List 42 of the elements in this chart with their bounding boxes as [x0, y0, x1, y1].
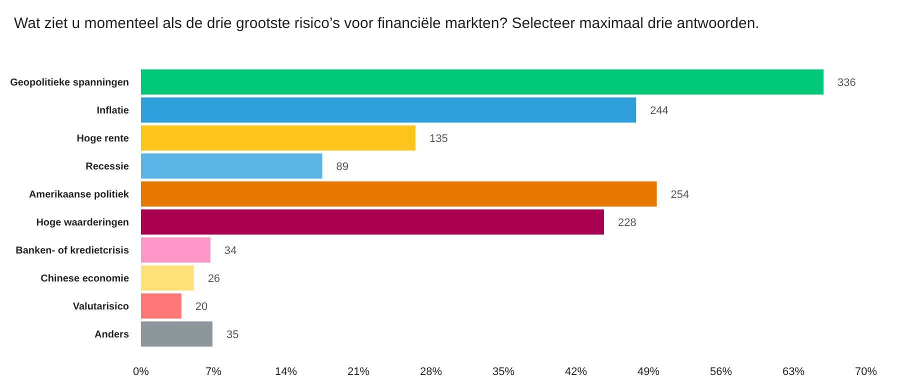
- y-tick-label: Banken- of kredietcrisis: [16, 246, 130, 256]
- y-tick-label: Inflatie: [96, 106, 130, 116]
- annotation: 35: [226, 328, 239, 341]
- x-tick-label: 7%: [206, 366, 222, 378]
- y-tick-label: Chinese economie: [40, 274, 130, 284]
- bar: [141, 293, 182, 319]
- x-tick-label: 0%: [133, 366, 150, 378]
- annotation: 135: [429, 132, 448, 145]
- annotation: 89: [336, 160, 348, 173]
- y-tick-label: Geopolitieke spanningen: [10, 78, 129, 88]
- bar: [141, 237, 210, 263]
- bar: [141, 265, 194, 291]
- x-tick-label: 21%: [347, 366, 370, 378]
- annotation: 244: [650, 104, 668, 117]
- y-tick-label: Anders: [94, 330, 130, 340]
- y-tick-label: Recessie: [86, 162, 130, 172]
- annotation: 254: [670, 188, 690, 201]
- bar: [141, 125, 416, 151]
- x-tick-label: 56%: [710, 366, 732, 378]
- bar: [141, 153, 322, 179]
- annotation: 228: [618, 216, 636, 229]
- chart-title: Wat ziet u momenteel als de drie grootste risico’s voor financiële markten? Selecteer maximaal drie antwoorden.: [14, 15, 760, 32]
- bar: [141, 181, 657, 207]
- bar: [141, 209, 604, 235]
- annotation: 336: [838, 76, 856, 89]
- y-tick-label: Hoge waarderingen: [36, 218, 129, 228]
- annotation: 26: [208, 272, 220, 285]
- annotation: 34: [224, 244, 237, 257]
- y-tick-label: Valutarisico: [72, 302, 129, 312]
- x-tick-label: 42%: [564, 366, 588, 378]
- x-tick-label: 63%: [782, 366, 805, 378]
- bar: [141, 97, 636, 123]
- bar: [141, 69, 824, 95]
- annotation: 20: [195, 300, 208, 313]
- y-tick-label: Amerikaanse politiek: [28, 190, 130, 200]
- bar: [141, 321, 212, 347]
- x-tick-label: 35%: [492, 366, 515, 378]
- x-tick-label: 28%: [420, 366, 442, 378]
- y-tick-label: Hoge rente: [76, 134, 130, 144]
- x-tick-label: 49%: [637, 366, 660, 378]
- x-tick-label: 70%: [854, 366, 878, 378]
- x-tick-label: 14%: [274, 366, 298, 378]
